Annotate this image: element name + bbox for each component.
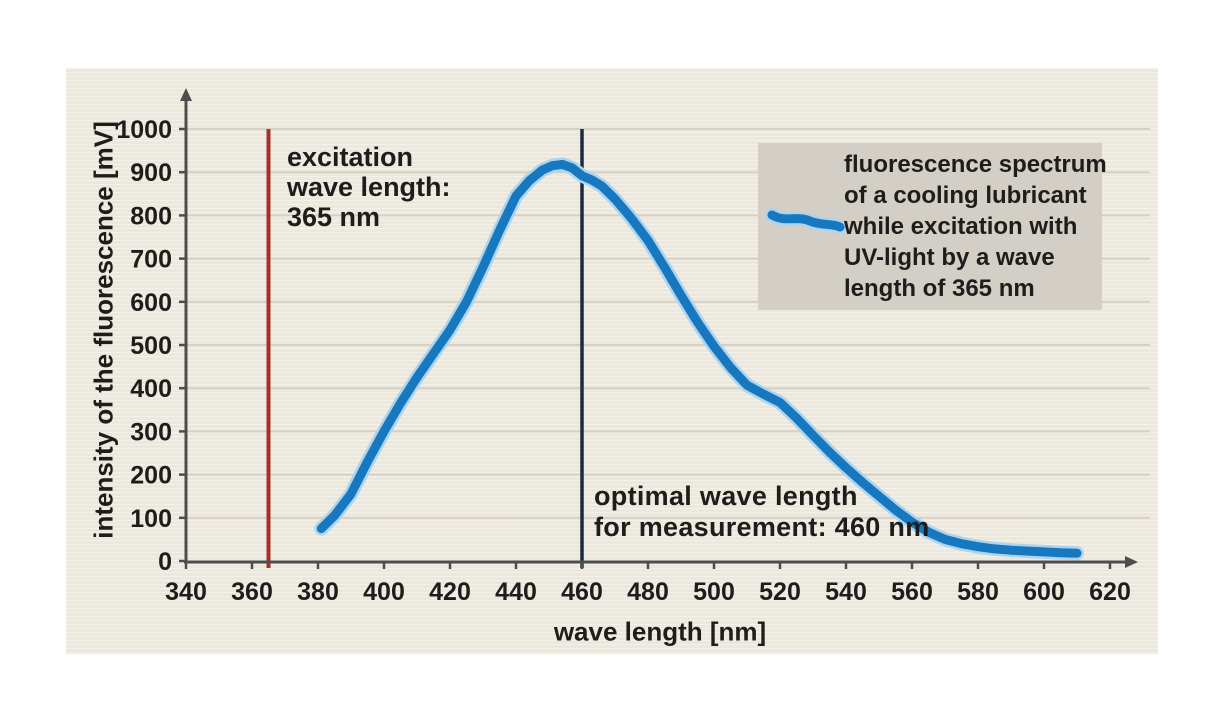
x-tick-label: 460 — [561, 578, 603, 606]
y-axis-arrow-icon — [180, 88, 192, 101]
y-tick-label: 500 — [130, 332, 172, 360]
y-tick-label: 1000 — [116, 116, 172, 144]
x-tick-label: 360 — [231, 578, 273, 606]
x-tick-label: 580 — [957, 578, 999, 606]
x-tick-label: 600 — [1023, 578, 1065, 606]
optimal-annotation-line: optimal wave length — [594, 481, 858, 511]
x-tick-label: 520 — [759, 578, 801, 606]
x-tick-label: 480 — [627, 578, 669, 606]
y-tick-label: 700 — [130, 246, 172, 274]
legend-text-line: of a cooling lubricant — [844, 182, 1087, 209]
x-tick-label: 500 — [693, 578, 735, 606]
x-tick-label: 620 — [1089, 578, 1131, 606]
y-tick-label: 300 — [130, 418, 172, 446]
x-tick-label: 380 — [297, 578, 339, 606]
legend-text: fluorescence spectrum of a cooling lubric… — [844, 149, 1107, 304]
legend-text-line: fluorescence spectrum — [844, 151, 1107, 178]
y-tick-label: 100 — [130, 505, 172, 533]
spectrum-curve — [316, 159, 1082, 558]
legend-box: fluorescence spectrum of a cooling lubric… — [758, 143, 1107, 310]
y-axis-title: intensity of the fluorescence [mV] — [88, 121, 119, 539]
x-tick-label: 400 — [363, 578, 405, 606]
x-tick-label: 540 — [825, 578, 867, 606]
y-tick-label: 900 — [130, 159, 172, 187]
x-tick-label: 440 — [495, 578, 537, 606]
legend-text-line: while excitation with — [844, 213, 1078, 240]
optimal-annotation: optimal wave length for measurement: 460 … — [594, 481, 930, 543]
y-tick-label: 600 — [130, 289, 172, 317]
excitation-annotation-line: 365 nm — [287, 202, 381, 232]
y-tick-label: 800 — [130, 202, 172, 230]
x-tick-label: 340 — [165, 578, 207, 606]
excitation-annotation-line: wave length: — [287, 172, 451, 202]
y-tick-label: 200 — [130, 462, 172, 490]
legend-text-line: length of 365 nm — [844, 275, 1035, 302]
x-axis-title: wave length [nm] — [553, 616, 767, 647]
excitation-annotation-line: excitation — [287, 142, 414, 172]
x-axis-arrow-icon — [1125, 556, 1138, 568]
x-tick-label: 560 — [891, 578, 933, 606]
y-tick-label: 0 — [158, 548, 172, 576]
legend-series-swatch-icon — [766, 208, 846, 234]
y-tick-label: 400 — [130, 375, 172, 403]
legend-text-line: UV-light by a wave — [844, 244, 1055, 271]
optimal-annotation-line: for measurement: 460 nm — [594, 512, 930, 542]
excitation-annotation: excitation wave length: 365 nm — [287, 142, 451, 232]
x-tick-label: 420 — [429, 578, 471, 606]
